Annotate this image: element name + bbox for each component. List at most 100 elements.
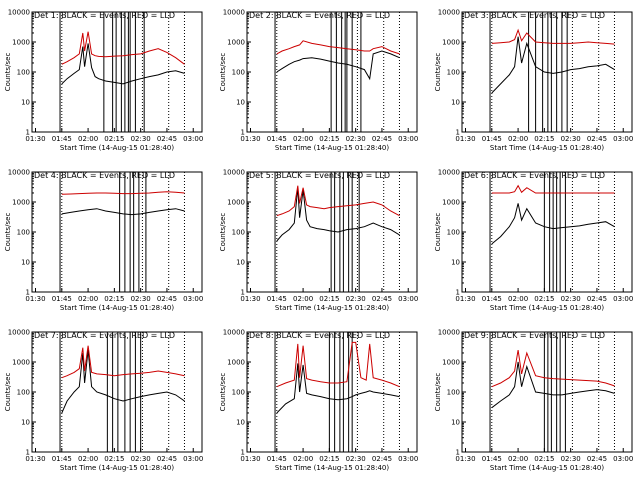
y-tick-label: 100 [447, 389, 460, 397]
x-axis-label: Start Time (14-Aug-15 01:28:40) [60, 144, 174, 152]
x-tick-label: 02:30 [561, 295, 581, 303]
x-tick-label: 01:30 [240, 135, 260, 143]
x-tick-label: 01:45 [482, 135, 502, 143]
x-tick-label: 02:15 [319, 295, 339, 303]
chart-panel-4: Det 4: BLACK = Events, RED = LLD 1 10 100 10… [4, 169, 203, 313]
y-tick-label: 1 [26, 289, 30, 297]
series-line-lld [61, 191, 185, 195]
y-tick-label: 10000 [8, 329, 30, 337]
y-axis-label: Counts/sec [4, 213, 12, 252]
y-tick-label: 1000 [442, 199, 460, 207]
x-tick-label: 02:45 [587, 455, 607, 463]
y-axis-label: Counts/sec [4, 53, 12, 92]
y-tick-label: 10000 [8, 9, 30, 17]
chart-title: Det 6: BLACK = Events, RED = LLD [464, 171, 605, 180]
x-tick-label: 02:00 [78, 455, 98, 463]
series-line-lld [491, 350, 615, 388]
y-tick-label: 10000 [438, 9, 460, 17]
x-tick-label: 02:15 [319, 455, 339, 463]
y-tick-label: 1000 [227, 199, 245, 207]
y-tick-label: 1 [241, 449, 245, 457]
x-tick-label: 02:30 [561, 455, 581, 463]
x-tick-label: 03:00 [183, 295, 203, 303]
x-tick-label: 02:15 [104, 295, 124, 303]
plot-frame [246, 331, 418, 453]
y-tick-label: 100 [232, 69, 245, 77]
chart-panel-8: Det 8: BLACK = Events, RED = LLD 1 10 100 10… [219, 329, 418, 473]
y-axis-label: Counts/sec [4, 373, 12, 412]
x-tick-label: 02:30 [346, 135, 366, 143]
chart-title: Det 7: BLACK = Events, RED = LLD [34, 331, 175, 340]
y-tick-label: 10 [451, 419, 460, 427]
plot-frame [461, 171, 633, 293]
chart-panel-9: Det 9: BLACK = Events, RED = LLD 1 10 100 10… [434, 329, 633, 473]
y-tick-label: 1000 [12, 359, 30, 367]
x-tick-label: 01:30 [455, 455, 475, 463]
x-tick-label: 02:15 [104, 135, 124, 143]
y-tick-label: 100 [17, 229, 30, 237]
x-tick-label: 02:45 [372, 455, 392, 463]
y-tick-label: 100 [17, 389, 30, 397]
x-tick-label: 03:00 [613, 295, 633, 303]
x-tick-label: 02:45 [372, 135, 392, 143]
x-tick-label: 02:30 [346, 295, 366, 303]
series-line-lld [491, 184, 615, 194]
series-line-lld [276, 185, 400, 217]
y-axis-label: Counts/sec [219, 373, 227, 412]
x-tick-label: 02:00 [293, 295, 313, 303]
y-tick-label: 1 [26, 129, 30, 137]
x-tick-label: 02:00 [293, 135, 313, 143]
y-tick-label: 100 [17, 69, 30, 77]
x-tick-label: 01:45 [52, 455, 72, 463]
y-tick-label: 10 [236, 419, 245, 427]
chart-title: Det 2: BLACK = Events, RED = LLD [249, 11, 390, 20]
x-axis-label: Start Time (14-Aug-15 01:28:40) [275, 464, 389, 472]
y-tick-label: 10000 [223, 9, 245, 17]
x-axis-label: Start Time (14-Aug-15 01:28:40) [275, 144, 389, 152]
x-tick-label: 02:30 [346, 455, 366, 463]
x-tick-label: 02:45 [587, 135, 607, 143]
x-tick-label: 01:30 [240, 455, 260, 463]
series-line-events [491, 36, 615, 94]
x-tick-label: 02:15 [534, 295, 554, 303]
x-tick-label: 02:15 [534, 135, 554, 143]
chart-title: Det 4: BLACK = Events, RED = LLD [34, 171, 175, 180]
chart-title: Det 5: BLACK = Events, RED = LLD [249, 171, 390, 180]
y-tick-label: 10 [21, 99, 30, 107]
series-line-lld [61, 345, 185, 379]
x-tick-label: 03:00 [398, 455, 418, 463]
x-axis-label: Start Time (14-Aug-15 01:28:40) [60, 464, 174, 472]
x-axis-label: Start Time (14-Aug-15 01:28:40) [490, 464, 604, 472]
y-tick-label: 10000 [8, 169, 30, 177]
x-tick-label: 02:15 [534, 455, 554, 463]
chart-panel-1: Det 1: BLACK = Events, RED = LLD 1 10 100 10… [4, 9, 203, 153]
x-tick-label: 03:00 [398, 135, 418, 143]
series-line-events [276, 187, 400, 242]
x-tick-label: 01:45 [52, 135, 72, 143]
x-tick-label: 03:00 [183, 455, 203, 463]
x-tick-label: 02:45 [157, 295, 177, 303]
x-tick-label: 01:45 [267, 455, 287, 463]
x-axis-label: Start Time (14-Aug-15 01:28:40) [60, 304, 174, 312]
series-line-events [276, 50, 400, 81]
x-tick-label: 02:45 [587, 295, 607, 303]
y-tick-label: 100 [447, 229, 460, 237]
y-tick-label: 1000 [442, 359, 460, 367]
y-tick-label: 100 [447, 69, 460, 77]
x-tick-label: 02:45 [157, 455, 177, 463]
y-tick-label: 100 [232, 389, 245, 397]
series-line-events [61, 208, 185, 216]
series-line-lld [491, 28, 615, 45]
x-tick-label: 02:30 [131, 295, 151, 303]
x-tick-label: 01:45 [482, 295, 502, 303]
chart-panel-3: Det 3: BLACK = Events, RED = LLD 1 10 100 10… [434, 9, 633, 153]
x-tick-label: 02:15 [319, 135, 339, 143]
chart-panel-6: Det 6: BLACK = Events, RED = LLD 1 10 100 10… [434, 169, 633, 313]
series-line-lld [61, 31, 185, 65]
y-tick-label: 1000 [227, 39, 245, 47]
x-tick-label: 02:00 [508, 295, 528, 303]
chart-title: Det 9: BLACK = Events, RED = LLD [464, 331, 605, 340]
x-tick-label: 02:00 [508, 455, 528, 463]
x-axis-label: Start Time (14-Aug-15 01:28:40) [275, 304, 389, 312]
